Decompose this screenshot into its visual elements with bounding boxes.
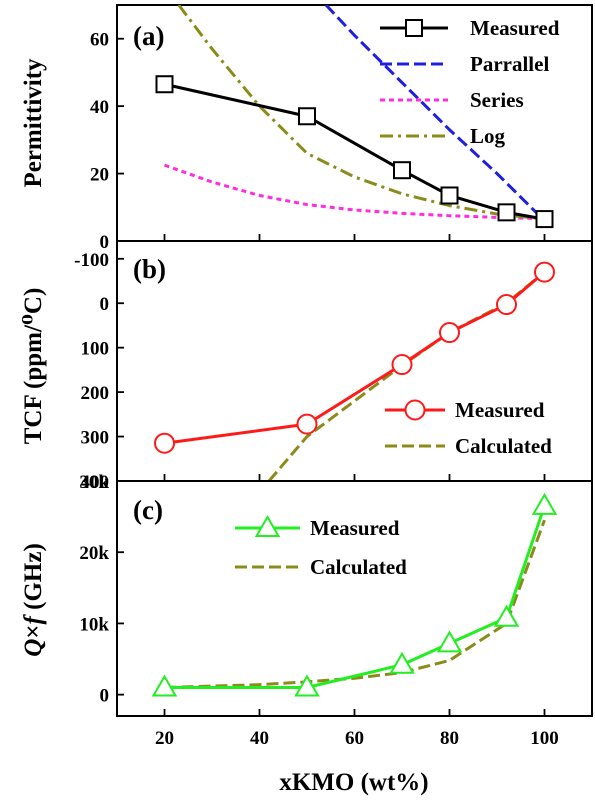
panel-tcf: -100 0 100 200 300 400 (b) TCF (ppm/⁰C) Measu…: [20, 240, 593, 493]
y-tick-label: 60: [90, 30, 109, 51]
legend-label: Parrallel: [470, 52, 549, 76]
y-axis-c: 0 10k 20k 30k: [79, 472, 546, 716]
y-title-unit: (GHz): [20, 543, 47, 616]
series-measured: [151, 492, 558, 697]
y-tick-label: 0: [100, 686, 110, 707]
y-tick-label: 0: [100, 232, 110, 253]
data-point: [535, 210, 554, 229]
y-axis-title-b: TCF (ppm/⁰C): [20, 288, 47, 445]
data-point: [298, 107, 316, 126]
plot-frame-a: [116, 4, 593, 242]
series-measured: [155, 75, 554, 229]
series-line-measured: [164, 505, 546, 690]
data-point: [440, 186, 459, 205]
y-tick-label: 200: [81, 383, 110, 404]
x-tick-label: 80: [440, 728, 459, 749]
data-point: [155, 75, 174, 94]
data-point: [439, 322, 460, 344]
data-point: [497, 203, 516, 222]
y-title-q: Q: [20, 639, 47, 657]
data-point: [294, 674, 320, 697]
legend-label: Calculated: [310, 555, 407, 579]
panel-tag-c: (c): [133, 495, 163, 525]
legend-marker: [404, 399, 426, 421]
legend-label: Log: [470, 124, 506, 148]
y-axis-a: 0 20 40 60: [90, 30, 546, 253]
data-point: [389, 651, 415, 674]
y-title-times: ×: [20, 624, 47, 638]
data-point: [296, 413, 318, 435]
data-point: [151, 674, 178, 697]
panel-tag-a: (a): [133, 21, 164, 51]
legend-label: Calculated: [455, 434, 552, 458]
x-tick-label: 100: [530, 728, 559, 749]
legend-label: Measured: [455, 398, 545, 422]
legend-b: Measured Calculated: [385, 398, 552, 458]
x-tick-label: 20: [155, 728, 174, 749]
y-tick-label: 400: [81, 472, 110, 493]
x-tick-label: 60: [345, 728, 364, 749]
legend-marker: [254, 515, 281, 537]
y-tick-label: 40: [90, 97, 109, 118]
data-point: [493, 604, 520, 627]
y-axis-title-a: Permittivity: [20, 58, 47, 188]
legend-label: Series: [470, 88, 524, 112]
y-tick-label: -100: [74, 250, 109, 271]
y-tick-label: 300: [81, 428, 110, 449]
series-log: [177, 5, 545, 221]
data-point: [534, 261, 555, 283]
y-tick-label: 10k: [79, 614, 109, 635]
y-title-f: f: [20, 613, 47, 624]
data-point: [531, 492, 558, 515]
legend-a: Measured Parrallel Series Log: [380, 16, 560, 148]
y-tick-label: 30k: [79, 472, 109, 493]
y-tick-label: 100: [81, 339, 110, 360]
panel-permittivity: 0 20 40 60 (a) Permittivity Measured Parrall…: [20, 4, 593, 253]
data-point: [496, 294, 517, 316]
series-line-log: [177, 5, 545, 221]
y-axis-b: -100 0 100 200 300 400: [74, 250, 546, 493]
series-layer-b: [154, 261, 555, 481]
data-point: [391, 354, 413, 376]
legend-c: Measured Calculated: [235, 515, 407, 579]
y-axis-title-c: Q×f (GHz): [20, 543, 47, 657]
series-line-series: [163, 163, 545, 221]
series-layer-c: [151, 492, 558, 697]
legend-label: Measured: [310, 516, 400, 540]
series-line-parrallel: [324, 5, 546, 222]
y-tick-label: 20k: [79, 543, 109, 564]
x-tick-label: 40: [250, 728, 269, 749]
x-axis-title: xKMO (wt%): [279, 769, 428, 796]
data-point: [393, 161, 411, 180]
y-tick-label: 20: [90, 165, 109, 186]
y-tick-label: 0: [100, 294, 110, 315]
x-axis: 20 40 60 80 100: [155, 728, 559, 749]
series-parrallel: [324, 5, 546, 222]
legend-label: Measured: [470, 16, 560, 40]
series-measured: [154, 261, 555, 454]
data-point: [154, 432, 175, 454]
series-series: [163, 163, 545, 221]
panel-tag-b: (b): [133, 254, 166, 284]
series-calculated: [164, 519, 546, 690]
series-layer-a: [155, 5, 554, 229]
panel-qf: 0 10k 20k 30k (c) Q×f (GHz) 20 40 60 80 100 xKM…: [20, 472, 593, 796]
legend-marker: [405, 19, 423, 37]
series-line-calculated: [164, 519, 546, 690]
data-point: [436, 630, 463, 653]
